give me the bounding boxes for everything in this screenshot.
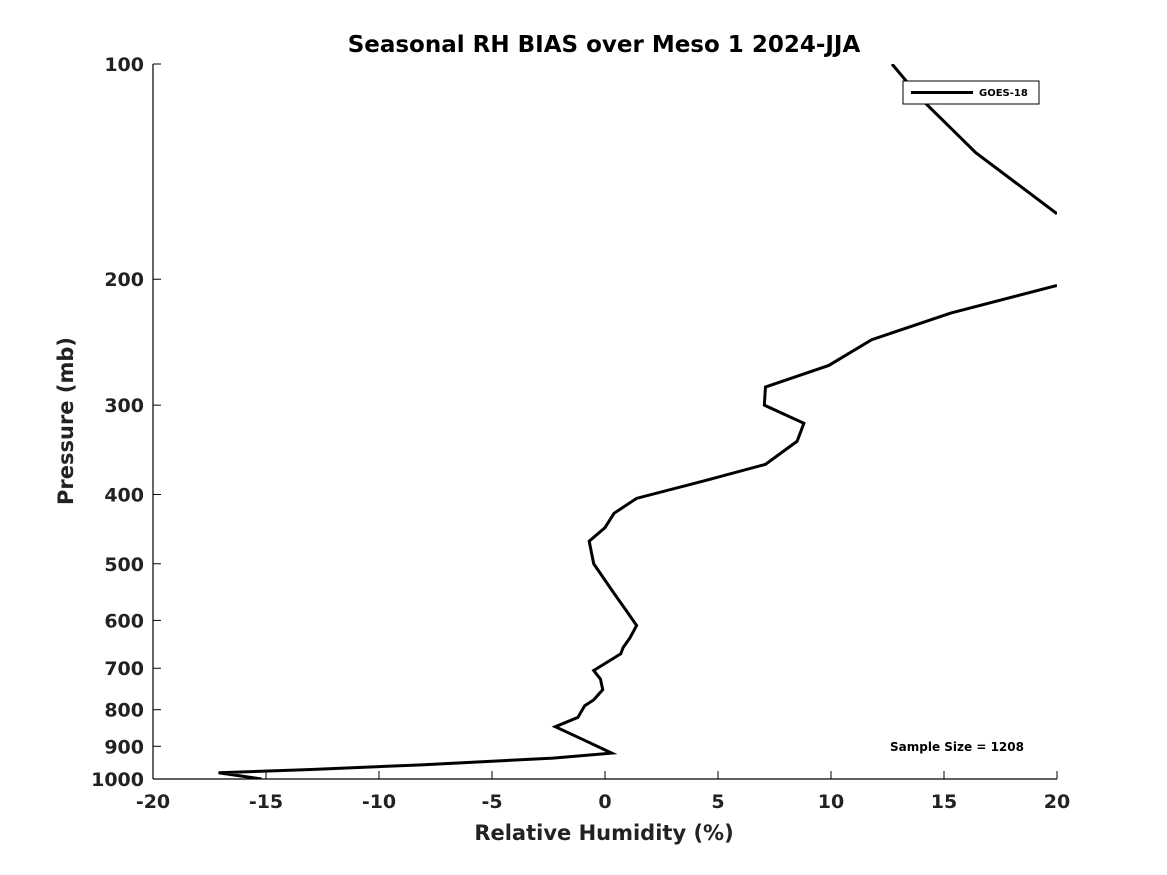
y-axis-label: Pressure (mb) (54, 337, 78, 505)
x-tick-label: 0 (598, 791, 611, 813)
y-tick-label: 800 (104, 700, 144, 722)
x-tick-label: 10 (818, 791, 844, 813)
x-axis-ticks: -20 -15 -10 -5 0 5 10 15 20 (136, 771, 1070, 813)
x-tick-label: 15 (931, 791, 957, 813)
legend-label-goes-18: GOES-18 (979, 88, 1028, 99)
x-axis-label: Relative Humidity (%) (474, 821, 733, 845)
sample-size-annotation: Sample Size = 1208 (890, 740, 1024, 754)
y-tick-label: 900 (104, 736, 144, 758)
y-axis-ticks: 100 200 300 400 500 600 700 800 900 1000 (91, 54, 161, 791)
y-tick-label: 200 (104, 269, 144, 291)
x-tick-label: -5 (481, 791, 502, 813)
y-tick-label: 500 (104, 554, 144, 576)
chart-title: Seasonal RH BIAS over Meso 1 2024-JJA (348, 32, 861, 58)
y-tick-label: 100 (104, 54, 144, 76)
legend: GOES-18 (902, 80, 1040, 105)
x-tick-label: 5 (711, 791, 724, 813)
x-tick-label: -20 (136, 791, 170, 813)
y-tick-label: 700 (104, 658, 144, 680)
plot-axes (152, 64, 1057, 780)
y-tick-label: 1000 (91, 769, 144, 791)
y-tick-label: 600 (104, 610, 144, 632)
x-tick-label: -10 (362, 791, 396, 813)
x-tick-label: -15 (249, 791, 283, 813)
x-tick-label: 20 (1044, 791, 1070, 813)
series-layer (218, 64, 1057, 779)
y-tick-label: 300 (104, 395, 144, 417)
series-line-goes-18-segment-2 (218, 283, 1057, 779)
y-tick-label: 400 (104, 484, 144, 506)
